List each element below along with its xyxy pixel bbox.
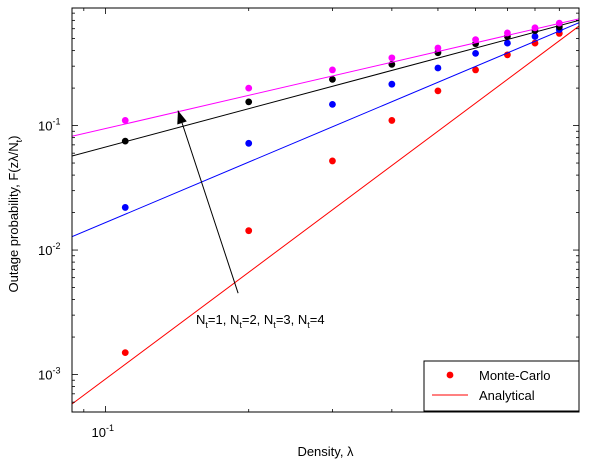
y-tick-label: 10-1 bbox=[38, 117, 60, 134]
monte-carlo-point bbox=[329, 75, 336, 83]
monte-carlo-point bbox=[531, 24, 539, 32]
monte-carlo-point bbox=[245, 227, 253, 235]
annotation: Nt=1, Nt=2, Nt=3, Nt=4 bbox=[177, 110, 325, 330]
axes-box bbox=[71, 7, 580, 413]
monte-carlo-point bbox=[472, 50, 479, 57]
x-tick-label: 10-1 bbox=[92, 423, 114, 440]
monte-carlo-point bbox=[504, 29, 511, 37]
monte-carlo-point bbox=[245, 139, 253, 147]
legend-label: Monte-Carlo bbox=[479, 368, 551, 383]
monte-carlo-point bbox=[329, 157, 336, 165]
monte-carlo-point bbox=[245, 98, 253, 106]
annotation-arrow-head bbox=[177, 110, 187, 125]
monte-carlo-point bbox=[388, 80, 396, 88]
monte-carlo-point bbox=[329, 100, 336, 108]
x-axis-label: Density, λ bbox=[297, 444, 354, 459]
monte-carlo-point bbox=[434, 44, 442, 52]
monte-carlo-point bbox=[472, 66, 479, 74]
monte-carlo-point bbox=[531, 33, 539, 40]
series-group bbox=[72, 18, 579, 405]
monte-carlo-point bbox=[121, 204, 129, 211]
monte-carlo-point bbox=[329, 66, 336, 74]
annotation-arrow-shaft bbox=[177, 110, 239, 294]
analytical-line-1 bbox=[72, 25, 579, 405]
monte-carlo-point bbox=[434, 64, 442, 72]
annotation-label: Nt=1, Nt=2, Nt=3, Nt=4 bbox=[196, 312, 325, 330]
monte-carlo-point bbox=[531, 39, 539, 47]
monte-carlo-point bbox=[245, 84, 253, 92]
y-axis-label: Outage probability, F(zλ/Nt) bbox=[6, 136, 24, 293]
monte-carlo-point bbox=[504, 39, 511, 47]
monte-carlo-point bbox=[121, 349, 129, 357]
plot-area bbox=[72, 18, 579, 405]
monte-carlo-point bbox=[388, 117, 396, 124]
y-tick-label: 10-3 bbox=[38, 366, 60, 383]
monte-carlo-point bbox=[434, 87, 442, 95]
legend: Monte-Carlo Analytical bbox=[423, 360, 580, 412]
monte-carlo-point bbox=[388, 54, 396, 62]
monte-carlo-point bbox=[472, 36, 479, 44]
axes: 10-1 10-3 10-2 10-1 Density, λ Outage probabi… bbox=[6, 7, 580, 459]
analytical-line-2 bbox=[72, 22, 579, 238]
legend-box bbox=[423, 360, 580, 412]
analytical-line-4 bbox=[72, 18, 579, 137]
y-tick-label: 10-2 bbox=[38, 241, 60, 258]
monte-carlo-point bbox=[121, 137, 129, 145]
analytical-line-3 bbox=[72, 19, 579, 157]
legend-label: Analytical bbox=[479, 388, 535, 403]
monte-carlo-point bbox=[121, 117, 129, 124]
legend-marker-dot bbox=[446, 371, 454, 379]
monte-carlo-point bbox=[555, 19, 563, 27]
